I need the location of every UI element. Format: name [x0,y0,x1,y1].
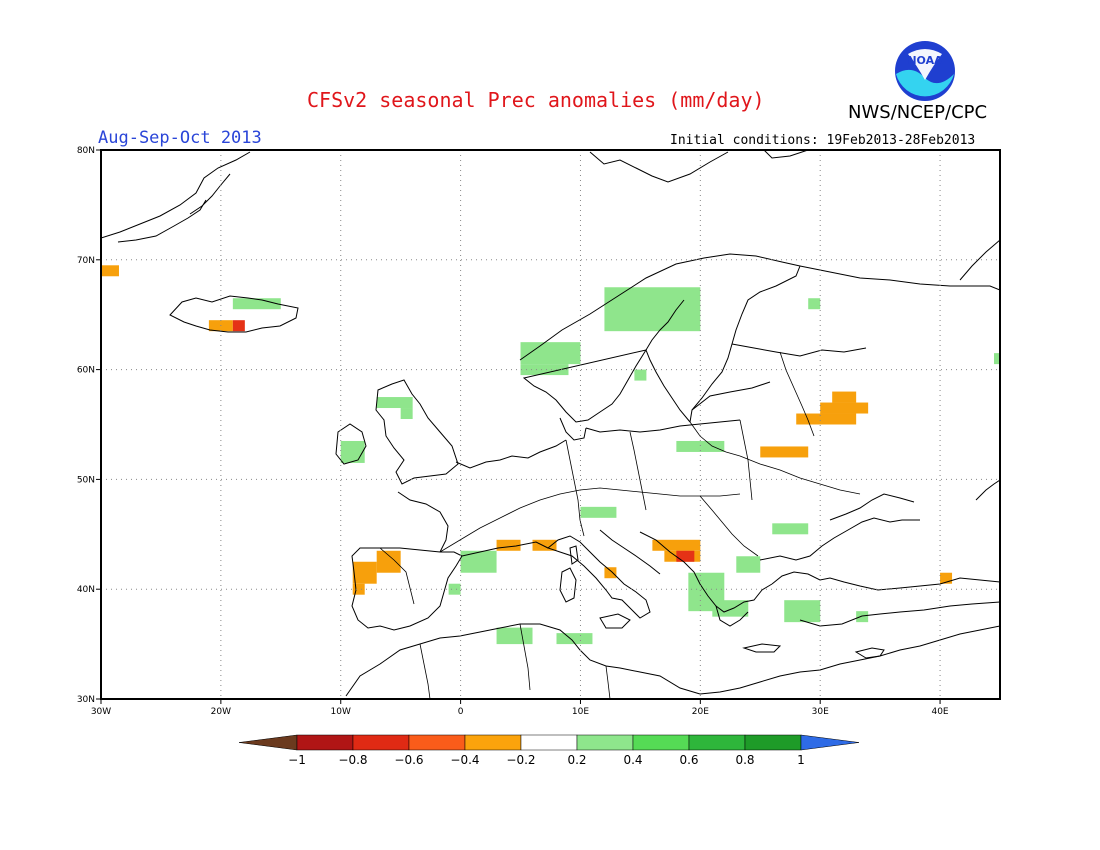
lon-tick-label: 30W [91,707,111,717]
colorbar-label: −0.8 [338,753,367,767]
anomaly-cell [580,506,617,518]
map-frame [100,149,1001,700]
agency-label: NWS/NCEP/CPC [848,102,988,123]
anomaly-cell [232,320,245,332]
anomaly-cell [604,567,617,579]
map-title: CFSv2 seasonal Prec anomalies (mm/day) [307,88,765,112]
anomaly-cell [784,600,821,623]
anomaly-cell [856,611,869,623]
lon-tick-label: 20E [692,707,709,717]
anomaly-cell [496,627,533,645]
anomaly-cell [101,265,119,277]
anomaly-cell [772,523,809,535]
colorbar-segment [632,734,690,751]
lat-tick-label: 30N [77,695,95,705]
anomaly-cell [820,402,869,414]
colorbar-arrow-low [238,734,298,751]
colorbar-label: 0.8 [735,753,754,767]
colorbar-label: −1 [288,753,306,767]
anomaly-cell [676,440,725,452]
lon-tick-label: 10W [331,707,351,717]
colorbar-label: 0.4 [623,753,642,767]
anomaly-cell [796,413,857,425]
lon-tick-label: 30E [812,707,829,717]
anomaly-cell [532,539,557,551]
lat-tick-label: 60N [77,366,95,376]
colorbar-label: −0.6 [394,753,423,767]
anomaly-cell [808,298,821,310]
anomaly-cell [832,391,857,403]
colorbar-label: 0.2 [567,753,586,767]
lat-tick-label: 70N [77,256,95,266]
noaa-logo: NOAA [895,41,955,101]
lat-tick-label: 80N [77,146,95,156]
colorbar-label: 1 [797,753,805,767]
anomaly-cell [352,561,377,584]
anomaly-cell [634,369,647,381]
anomaly-cell [556,633,593,645]
axis-ticks: 80N 70N 60N 50N 40N 30N 30W 20W 10W 0 10E 20E 30E 40E [77,146,949,717]
coastlines-and-borders [101,150,1000,699]
lon-tick-label: 0 [458,707,464,717]
colorbar-label: 0.6 [679,753,698,767]
initial-conditions-label: Initial conditions: 19Feb2013-28Feb2013 [670,133,976,148]
anomaly-cell [604,287,701,332]
lon-tick-label: 20W [211,707,231,717]
svg-text:NOAA: NOAA [907,54,943,67]
anomaly-cell [760,446,809,458]
colorbar-label: −0.4 [450,753,479,767]
anomaly-cell [232,298,281,310]
anomaly-cell [376,397,413,409]
anomaly-cell [448,583,461,595]
colorbar-arrow-high [800,734,860,751]
anomaly-cell [676,550,695,562]
anomaly-cells [101,265,1000,645]
anomaly-cell [652,539,701,551]
colorbar-label: −0.2 [506,753,535,767]
colorbar: −1 −0.8 −0.6 −0.4 −0.2 0.2 0.4 0.6 0.8 1 [238,734,860,767]
season-label: Aug-Sep-Oct 2013 [98,128,262,148]
colorbar-segment [688,734,746,751]
lat-tick-label: 40N [77,585,95,595]
colorbar-segment [464,734,522,751]
colorbar-segment [744,734,802,751]
colorbar-segment [408,734,466,751]
anomaly-cell [460,550,497,573]
lat-tick-label: 50N [77,475,95,485]
anomaly-cell [352,583,365,595]
colorbar-segment [296,734,354,751]
anomaly-cell [376,550,401,573]
lon-tick-label: 40E [931,707,948,717]
colorbar-segment [576,734,634,751]
anomaly-cell [400,408,413,420]
anomaly-cell [496,539,521,551]
lon-tick-label: 10E [572,707,589,717]
colorbar-segment [520,734,578,751]
anomaly-cell [340,440,365,463]
colorbar-segment [352,734,410,751]
anomaly-cell [736,556,761,573]
anomaly-cell [520,364,569,376]
anomaly-cell [994,353,1000,365]
anomaly-cell [520,342,581,365]
anomaly-cell [940,572,953,584]
